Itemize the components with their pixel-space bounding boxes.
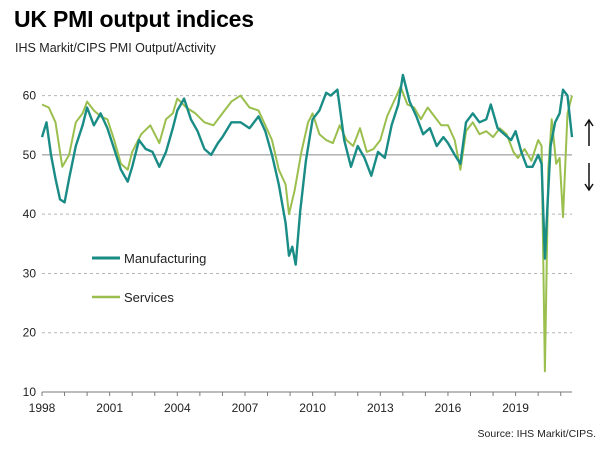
arrow-up-icon-head [584, 118, 594, 127]
x-tick-label-1998: 1998 [29, 401, 56, 415]
arrow-down-icon-head [584, 183, 594, 192]
y-tick-label-40: 40 [23, 207, 37, 221]
y-tick-label-50: 50 [23, 148, 37, 162]
y-tick-label-20: 20 [23, 326, 37, 340]
x-tick-label-2019: 2019 [502, 401, 529, 415]
y-tick-label-30: 30 [23, 266, 37, 280]
direction-arrows [584, 118, 594, 192]
series-line-manufacturing [40, 73, 574, 266]
arrow-down-icon [584, 163, 594, 192]
chart-subtitle: IHS Markit/CIPS PMI Output/Activity [15, 41, 216, 55]
x-tick-label-2007: 2007 [232, 401, 259, 415]
legend-label-manufacturing: Manufacturing [124, 251, 206, 266]
legend-label-services: Services [124, 290, 174, 305]
series-lines [40, 73, 574, 373]
x-tick-label-2004: 2004 [164, 401, 191, 415]
chart-title: UK PMI output indices [14, 6, 254, 32]
x-tick-label-2001: 2001 [96, 401, 123, 415]
legend: Manufacturing Services [92, 251, 206, 305]
axes: 10 20 30 40 50 60 1998 2001 2004 2007 2010 2013 2016… [23, 89, 572, 415]
series-line-services [41, 85, 573, 373]
y-tick-label-60: 60 [23, 89, 37, 103]
y-tick-label-10: 10 [23, 385, 37, 399]
source-note: Source: IHS Markit/CIPS. [477, 428, 596, 440]
x-tick-label-2016: 2016 [435, 401, 462, 415]
x-tick-label-2010: 2010 [299, 401, 326, 415]
arrow-up-icon [584, 118, 594, 146]
x-tick-label-2013: 2013 [367, 401, 394, 415]
